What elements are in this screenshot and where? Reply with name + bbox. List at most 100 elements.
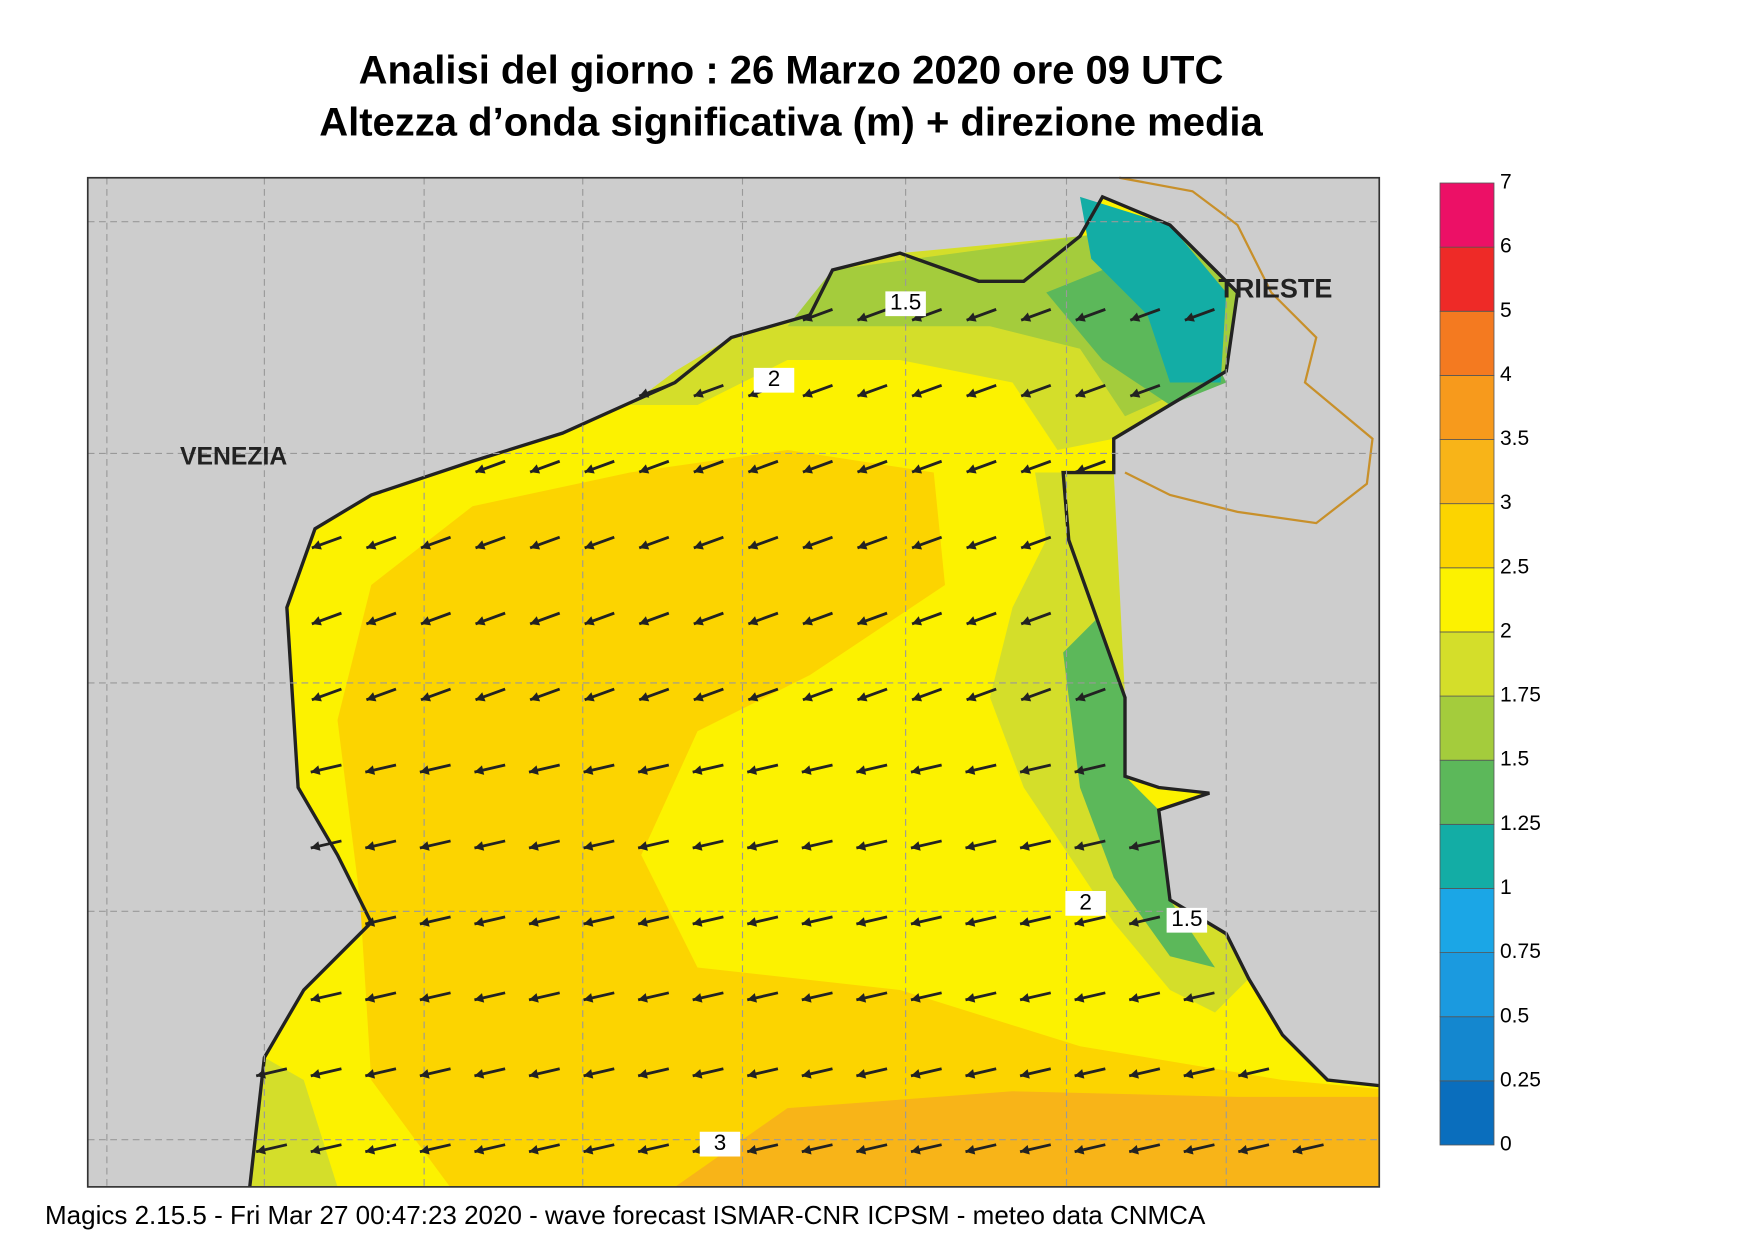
arrow [1074, 1143, 1106, 1155]
arrow-head [310, 841, 321, 851]
arrow-head [966, 540, 977, 550]
arrow-head [966, 388, 977, 398]
arrow [802, 383, 833, 398]
arrow [1075, 308, 1106, 322]
arrow-head [1130, 388, 1141, 398]
arrow-head [528, 993, 539, 1003]
arrow [692, 991, 724, 1003]
arrow [1128, 1143, 1161, 1155]
arrow-head [801, 841, 812, 851]
arrow [746, 1067, 779, 1079]
arrow [747, 535, 779, 550]
arrow-head [910, 1145, 921, 1155]
map: VENEZIA TRIESTE 1.5 2 2 1.5 3 [86, 176, 1381, 1188]
arrow-head [1074, 765, 1085, 775]
arrow-head [693, 388, 704, 398]
arrow [365, 687, 397, 702]
arrow [911, 535, 943, 550]
arrow-head [528, 765, 539, 775]
arrow [801, 763, 833, 775]
arrow-head [965, 1069, 976, 1079]
arrow [475, 611, 506, 626]
arrow-head [693, 692, 704, 702]
arrow-head [311, 692, 322, 702]
arrow-head [639, 464, 650, 474]
arrow [583, 1143, 615, 1155]
arrow-head [1020, 765, 1030, 775]
arrow-head [528, 1069, 539, 1079]
arrow [1020, 535, 1052, 550]
arrow-head [1292, 1145, 1303, 1155]
arrow [529, 459, 561, 474]
arrow [910, 1067, 942, 1079]
arrow-head [366, 540, 377, 550]
arrow-head [910, 993, 921, 1003]
arrow [583, 763, 615, 775]
contour-label: 1.5 [1171, 906, 1202, 931]
arrow [637, 763, 670, 775]
arrow-head [1129, 1069, 1139, 1079]
arrow-head [692, 765, 703, 775]
arrow [474, 763, 506, 775]
zone [249, 1057, 338, 1187]
arrow [692, 1067, 724, 1079]
arrow-head [801, 993, 812, 1003]
arrow-head [639, 692, 650, 702]
arrow-head [856, 765, 867, 775]
arrow [419, 839, 451, 851]
arrow [1020, 687, 1052, 702]
arrow [692, 763, 724, 775]
arrow [364, 991, 397, 1003]
arrow [801, 991, 833, 1003]
arrow-head [1021, 388, 1032, 398]
colorbar-tick-label: 1.75 [1500, 684, 1541, 707]
arrow-head [1183, 993, 1194, 1003]
arrow [365, 611, 397, 626]
arrow [364, 915, 397, 927]
arrow-head [856, 993, 867, 1003]
colorbar-segment [1439, 374, 1495, 440]
arrow [1075, 383, 1106, 398]
colorbar-tick-label: 0 [1500, 1133, 1512, 1156]
contour-label: 3 [714, 1130, 727, 1155]
arrow-head [584, 692, 595, 702]
arrow-head [748, 692, 759, 702]
arrow-head [1075, 312, 1086, 322]
arrow [528, 1143, 561, 1155]
colorbar-tick-label: 1.25 [1500, 812, 1541, 835]
place-label: TRIESTE [1218, 273, 1332, 303]
arrow [693, 383, 724, 398]
arrow-head [583, 1145, 594, 1155]
arrow [1183, 1067, 1215, 1079]
arrow [965, 839, 997, 851]
arrow [310, 1067, 342, 1079]
arrow-head [365, 917, 376, 927]
arrow-head [747, 765, 757, 775]
arrow [692, 839, 724, 851]
arrow [583, 839, 615, 851]
arrow-head [801, 765, 812, 775]
arrow [638, 611, 670, 626]
arrow-head [584, 616, 595, 626]
colorbar-tick-label: 5 [1500, 299, 1512, 322]
arrow [638, 383, 670, 398]
arrow [856, 687, 888, 702]
arrow-head [1021, 312, 1032, 322]
colorbar-segment [1439, 246, 1495, 312]
colorbar-segment [1439, 439, 1495, 505]
arrow-head [912, 464, 923, 474]
arrow-head [857, 312, 868, 322]
colorbar: 0 0.25 0.5 0.75 1 1.25 1.5 1.75 2 2.5 3 3.5 4 5 6 7 [1439, 171, 1541, 1156]
arrow-head [420, 616, 431, 626]
arrow [966, 459, 997, 474]
arrow-head [910, 917, 921, 927]
arrow [910, 915, 942, 927]
arrow-head [365, 765, 376, 775]
arrow-head [857, 616, 868, 626]
arrow-head [1021, 616, 1032, 626]
arrow [1129, 383, 1161, 398]
arrow [311, 687, 342, 702]
arrow-head [530, 540, 541, 550]
arrow-head [528, 1145, 539, 1155]
arrow [910, 1143, 942, 1155]
